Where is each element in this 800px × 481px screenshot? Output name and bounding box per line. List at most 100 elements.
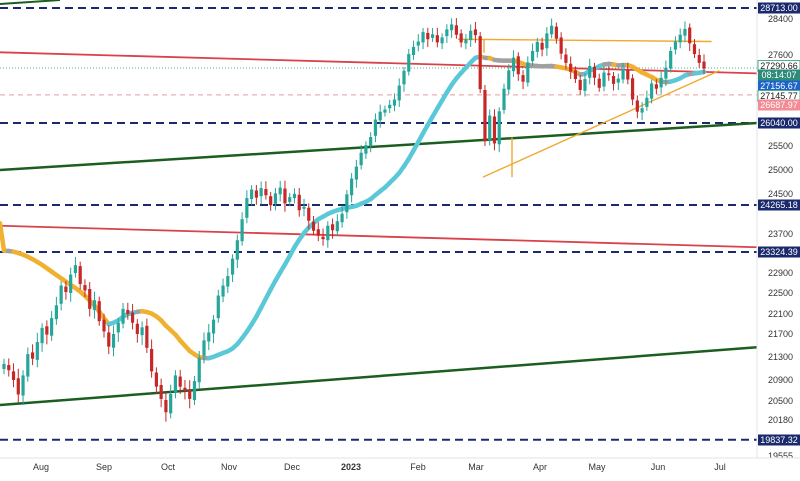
candle-body[interactable] — [316, 229, 320, 236]
candle-body[interactable] — [92, 300, 97, 310]
candle-body[interactable] — [140, 327, 144, 336]
candle-body[interactable] — [635, 100, 639, 112]
candle-body[interactable] — [126, 309, 130, 315]
candle-body[interactable] — [407, 54, 411, 72]
candle-body[interactable] — [7, 365, 11, 371]
candle-body[interactable] — [269, 196, 273, 206]
candle-body[interactable] — [264, 189, 268, 196]
candle-body[interactable] — [392, 99, 397, 106]
candle-body[interactable] — [673, 41, 678, 50]
candle-body[interactable] — [54, 305, 58, 320]
candle-body[interactable] — [335, 221, 339, 232]
candle-body[interactable] — [250, 189, 254, 200]
candle-body[interactable] — [350, 178, 354, 196]
candle-body[interactable] — [697, 55, 701, 63]
candle-body[interactable] — [169, 393, 173, 414]
candle-body[interactable] — [197, 357, 201, 383]
candle-body[interactable] — [154, 372, 158, 387]
candle-body[interactable] — [130, 312, 135, 323]
candle-body[interactable] — [102, 319, 106, 332]
candle-body[interactable] — [411, 46, 416, 55]
red-trend-line[interactable] — [0, 224, 758, 249]
candle-body[interactable] — [73, 265, 78, 274]
candle-body[interactable] — [183, 387, 187, 392]
candle-body[interactable] — [340, 213, 344, 223]
candle-body[interactable] — [645, 97, 649, 107]
candle-body[interactable] — [292, 193, 297, 199]
candle-body[interactable] — [69, 274, 73, 293]
candle-body[interactable] — [492, 116, 497, 144]
candle-body[interactable] — [545, 33, 549, 49]
candle-body[interactable] — [297, 194, 301, 211]
candle-body[interactable] — [454, 25, 458, 35]
candle-body[interactable] — [245, 198, 249, 218]
candle-body[interactable] — [569, 63, 573, 72]
candle-body[interactable] — [507, 70, 511, 90]
candle-body[interactable] — [688, 27, 692, 44]
candle-body[interactable] — [626, 69, 630, 80]
candle-body[interactable] — [440, 37, 444, 44]
candle-body[interactable] — [326, 225, 330, 241]
candle-body[interactable] — [450, 24, 454, 31]
candle-body[interactable] — [497, 111, 501, 145]
candle-body[interactable] — [16, 378, 20, 395]
candle-body[interactable] — [678, 34, 682, 43]
candle-body[interactable] — [330, 224, 335, 231]
candle-body[interactable] — [469, 30, 473, 41]
candle-body[interactable] — [164, 400, 168, 413]
candle-body[interactable] — [669, 50, 673, 69]
candle-body[interactable] — [526, 62, 530, 83]
candle-body[interactable] — [554, 26, 558, 39]
candle-body[interactable] — [383, 109, 387, 113]
candle-body[interactable] — [240, 219, 244, 242]
green-trend-line[interactable] — [0, 121, 758, 172]
candle-body[interactable] — [135, 323, 139, 334]
orange-trend-line[interactable] — [457, 38, 712, 43]
candle-body[interactable] — [473, 29, 478, 36]
candle-body[interactable] — [573, 70, 578, 80]
candle-body[interactable] — [464, 39, 468, 44]
candle-body[interactable] — [373, 119, 378, 136]
candle-body[interactable] — [692, 44, 697, 55]
candle-body[interactable] — [369, 137, 373, 146]
candle-body[interactable] — [516, 56, 520, 75]
candle-body[interactable] — [35, 342, 39, 360]
candle-body[interactable] — [202, 340, 206, 356]
candle-body[interactable] — [259, 188, 263, 197]
candle-body[interactable] — [288, 197, 292, 202]
candle-body[interactable] — [11, 371, 16, 380]
green-trend-line[interactable] — [0, 0, 61, 5]
candle-body[interactable] — [178, 376, 182, 387]
candle-body[interactable] — [235, 240, 239, 260]
candle-body[interactable] — [359, 152, 363, 166]
candle-body[interactable] — [540, 42, 544, 50]
candle-body[interactable] — [78, 266, 82, 285]
candle-body[interactable] — [683, 28, 687, 36]
candle-body[interactable] — [302, 206, 306, 209]
candle-body[interactable] — [321, 236, 325, 240]
candle-body[interactable] — [416, 41, 420, 46]
candle-body[interactable] — [64, 286, 68, 293]
candle-body[interactable] — [221, 285, 225, 297]
red-trend-line[interactable] — [0, 51, 758, 75]
candle-body[interactable] — [378, 111, 382, 121]
candle-body[interactable] — [597, 78, 601, 88]
candle-body[interactable] — [630, 78, 635, 100]
candle-body[interactable] — [702, 61, 706, 69]
candle-body[interactable] — [397, 85, 401, 101]
candle-body[interactable] — [616, 78, 620, 83]
candle-body[interactable] — [45, 326, 49, 335]
candle-body[interactable] — [216, 295, 220, 319]
candle-body[interactable] — [611, 76, 616, 84]
candle-body[interactable] — [559, 37, 563, 54]
candle-body[interactable] — [621, 69, 625, 80]
candle-body[interactable] — [311, 221, 316, 231]
candle-body[interactable] — [564, 54, 568, 63]
candle-body[interactable] — [388, 104, 392, 109]
candle-body[interactable] — [654, 84, 658, 89]
candle-body[interactable] — [230, 258, 235, 275]
candle-body[interactable] — [488, 115, 492, 141]
candle-body[interactable] — [88, 289, 92, 309]
candle-body[interactable] — [607, 73, 611, 76]
